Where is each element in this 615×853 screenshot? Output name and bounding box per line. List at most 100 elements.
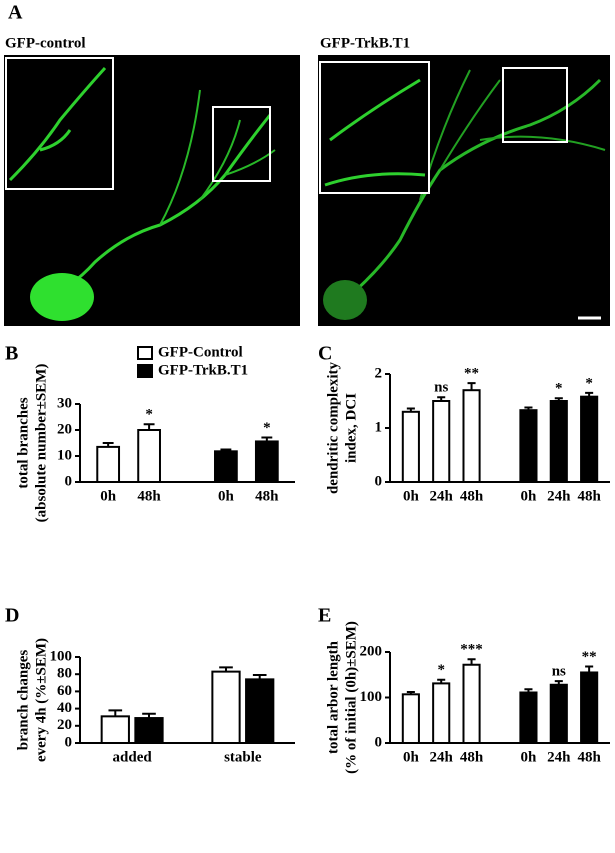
y-axis-label: every 4h (%±SEM) <box>33 638 49 762</box>
legend-label: GFP-Control <box>158 344 243 360</box>
x-tick-label: 48h <box>460 749 484 765</box>
error-bar <box>585 665 594 673</box>
y-tick-label: 0 <box>375 473 383 489</box>
panel-letter: A <box>8 2 23 24</box>
error-bar <box>406 407 415 412</box>
legend-swatch <box>137 346 153 360</box>
x-tick-label: 0h <box>521 749 538 765</box>
y-axis-label: total arbor length <box>325 640 341 754</box>
significance: * <box>585 375 593 391</box>
panel-letter: E <box>318 605 331 627</box>
x-tick-label: 24h <box>430 749 454 765</box>
y-axis-label: (% of initial (0h)±SEM) <box>343 621 359 774</box>
error-bar <box>524 688 533 693</box>
image-label: GFP-TrkB.T1 <box>320 35 410 51</box>
error-bar <box>437 396 446 401</box>
error-bar <box>554 680 563 685</box>
y-tick-label: 200 <box>360 643 383 659</box>
x-tick-label: 48h <box>137 488 161 504</box>
x-tick-label: 48h <box>460 488 484 504</box>
error-bar <box>108 709 123 717</box>
significance: ** <box>464 366 479 382</box>
legend-label: GFP-TrkB.T1 <box>158 362 248 378</box>
bar <box>580 395 599 483</box>
error-bar <box>143 423 155 430</box>
y-tick-label: 100 <box>50 648 73 664</box>
y-tick-label: 40 <box>57 700 72 716</box>
y-tick-label: 60 <box>57 683 72 699</box>
significance: * <box>145 407 153 423</box>
y-tick-label: 0 <box>65 734 73 750</box>
bar <box>432 400 451 483</box>
bar <box>549 400 568 483</box>
error-bar <box>467 382 476 391</box>
bar <box>462 389 481 484</box>
y-tick-label: 100 <box>360 689 383 705</box>
error-bar <box>261 436 273 442</box>
significance: * <box>437 662 445 678</box>
bar <box>519 691 538 744</box>
significance: ns <box>434 380 448 396</box>
error-bar <box>585 391 594 397</box>
x-tick-label: added <box>113 749 153 765</box>
bar <box>432 682 451 745</box>
bar <box>462 663 481 744</box>
x-tick-label: 0h <box>521 488 538 504</box>
significance: * <box>555 381 563 397</box>
x-tick-label: 0h <box>403 488 420 504</box>
bar <box>96 445 121 483</box>
x-tick-label: 24h <box>547 749 571 765</box>
error-bar <box>102 442 114 447</box>
bar <box>134 717 164 744</box>
error-bar <box>142 712 156 719</box>
y-axis-label: (absolute number±SEM) <box>33 364 49 523</box>
bar <box>211 670 241 744</box>
x-tick-label: 24h <box>547 488 571 504</box>
x-tick-label: stable <box>224 749 262 765</box>
bar <box>401 693 420 745</box>
significance: * <box>263 420 271 436</box>
error-bar <box>437 678 446 684</box>
y-tick-label: 10 <box>57 447 72 463</box>
x-tick-label: 0h <box>100 488 117 504</box>
error-bar <box>219 666 233 672</box>
x-tick-label: 48h <box>577 749 601 765</box>
x-tick-label: 48h <box>255 488 279 504</box>
y-axis-label: total branches <box>15 397 31 488</box>
micrograph <box>318 55 610 326</box>
y-tick-label: 0 <box>375 734 383 750</box>
bar <box>580 671 599 744</box>
y-axis-label: index, DCI <box>343 393 359 463</box>
bar <box>137 429 161 483</box>
micrograph <box>4 55 300 326</box>
image-label: GFP-control <box>5 35 86 51</box>
panel-letter: D <box>5 605 19 627</box>
x-tick-label: 48h <box>577 488 601 504</box>
error-bar <box>467 658 476 665</box>
error-bar <box>252 674 267 680</box>
x-tick-label: 0h <box>403 749 420 765</box>
legend-swatch <box>137 364 153 378</box>
error-bar <box>220 448 232 452</box>
panel-letter: B <box>5 343 18 365</box>
bar <box>100 715 130 745</box>
bar <box>245 678 275 744</box>
y-tick-label: 30 <box>57 395 72 411</box>
y-tick-label: 1 <box>375 419 383 435</box>
bar <box>254 440 279 484</box>
y-axis-label: branch changes <box>15 650 31 751</box>
bar <box>214 450 238 484</box>
significance: ns <box>552 664 566 680</box>
x-tick-label: 24h <box>430 488 454 504</box>
y-tick-label: 80 <box>57 666 72 682</box>
y-tick-label: 0 <box>65 473 73 489</box>
bar <box>519 409 538 483</box>
y-tick-label: 20 <box>57 421 72 437</box>
significance: ** <box>582 649 597 665</box>
y-tick-label: 2 <box>375 365 383 381</box>
error-bar <box>554 397 563 401</box>
y-tick-label: 20 <box>57 717 72 733</box>
bar <box>549 683 568 745</box>
y-axis-label: dendritic complexity <box>325 361 341 494</box>
